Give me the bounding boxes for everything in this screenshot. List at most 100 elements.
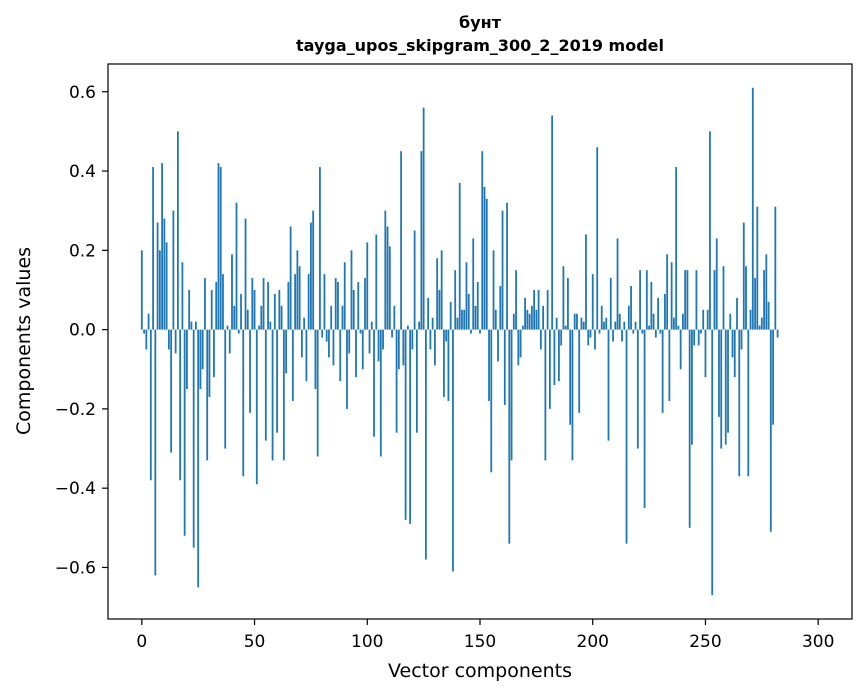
bar [697, 329, 700, 346]
bar [607, 329, 610, 441]
bar [176, 131, 179, 330]
bar [666, 254, 669, 330]
bar [754, 278, 756, 330]
bar [539, 329, 542, 350]
bar [578, 329, 581, 413]
bar [657, 297, 660, 330]
bar [296, 250, 299, 330]
bar [600, 305, 603, 330]
bar [210, 289, 213, 330]
bar [492, 250, 495, 330]
bar [154, 329, 157, 576]
bar [463, 309, 466, 330]
bar [224, 329, 227, 449]
bar [294, 274, 297, 330]
bar [749, 309, 752, 330]
bar [636, 329, 639, 449]
bar [373, 329, 375, 437]
bar [445, 329, 448, 342]
bar [476, 282, 479, 330]
bar [501, 210, 504, 330]
bar [382, 329, 384, 350]
bar [183, 329, 186, 536]
bar [208, 329, 211, 397]
bar [472, 238, 475, 330]
bar [278, 289, 281, 330]
bar [231, 254, 233, 330]
bar [594, 329, 596, 350]
bar [733, 329, 736, 378]
bar [244, 218, 247, 330]
bar [580, 317, 583, 330]
x-tick-label: 300 [802, 632, 834, 652]
bar [357, 282, 360, 330]
bar [616, 238, 619, 330]
y-axis-ticks: −0.6 −0.4 −0.2 0.0 0.2 0.4 0.6 [55, 83, 108, 578]
x-tick-label: 100 [351, 632, 383, 652]
bar [506, 202, 508, 330]
bar [661, 329, 664, 413]
bar [291, 329, 294, 401]
bar [456, 317, 459, 330]
bar [165, 242, 168, 330]
bar [325, 329, 328, 342]
bar [404, 329, 407, 520]
bar [519, 329, 522, 358]
bar [204, 278, 206, 330]
bar [328, 329, 330, 358]
bar [379, 329, 382, 457]
bar [551, 115, 554, 330]
bar [316, 329, 319, 457]
bar [461, 309, 463, 330]
bar [350, 250, 353, 330]
bar [206, 329, 209, 461]
bar [409, 329, 412, 524]
bar [682, 313, 684, 330]
bar [621, 329, 623, 342]
bar [774, 206, 777, 330]
bar [758, 325, 761, 330]
bar [573, 313, 576, 330]
plot-frame [107, 63, 853, 620]
bar [391, 329, 393, 338]
bar [729, 313, 732, 330]
bar [587, 329, 590, 346]
bar [632, 329, 635, 334]
bar [654, 329, 657, 338]
bar [603, 321, 605, 330]
bar [386, 226, 389, 330]
x-axis-ticks: 0 50 100 150 200 250 300 [136, 619, 834, 652]
bar [659, 329, 662, 334]
bar [341, 305, 344, 330]
bar [213, 329, 215, 378]
bar [156, 222, 159, 330]
bar [321, 329, 324, 338]
bar [422, 107, 425, 330]
bar [219, 167, 222, 330]
bar [488, 329, 490, 401]
bar [343, 262, 346, 330]
bar [172, 210, 175, 330]
bar [253, 289, 256, 330]
bar [706, 309, 709, 330]
bar [361, 329, 364, 370]
bar [400, 151, 402, 330]
bar [388, 246, 391, 330]
bar [355, 329, 357, 378]
bar [174, 329, 177, 354]
bar [179, 329, 182, 481]
bar [668, 329, 671, 401]
bar [305, 329, 308, 382]
chart-title: бунт [459, 13, 502, 32]
bar [612, 329, 614, 342]
bar [623, 321, 626, 330]
y-tick-label: −0.6 [55, 558, 96, 578]
bar [222, 274, 224, 330]
bar [323, 274, 326, 330]
bar [332, 329, 335, 366]
bar [684, 270, 687, 330]
bar [334, 278, 337, 330]
bar [163, 218, 166, 330]
